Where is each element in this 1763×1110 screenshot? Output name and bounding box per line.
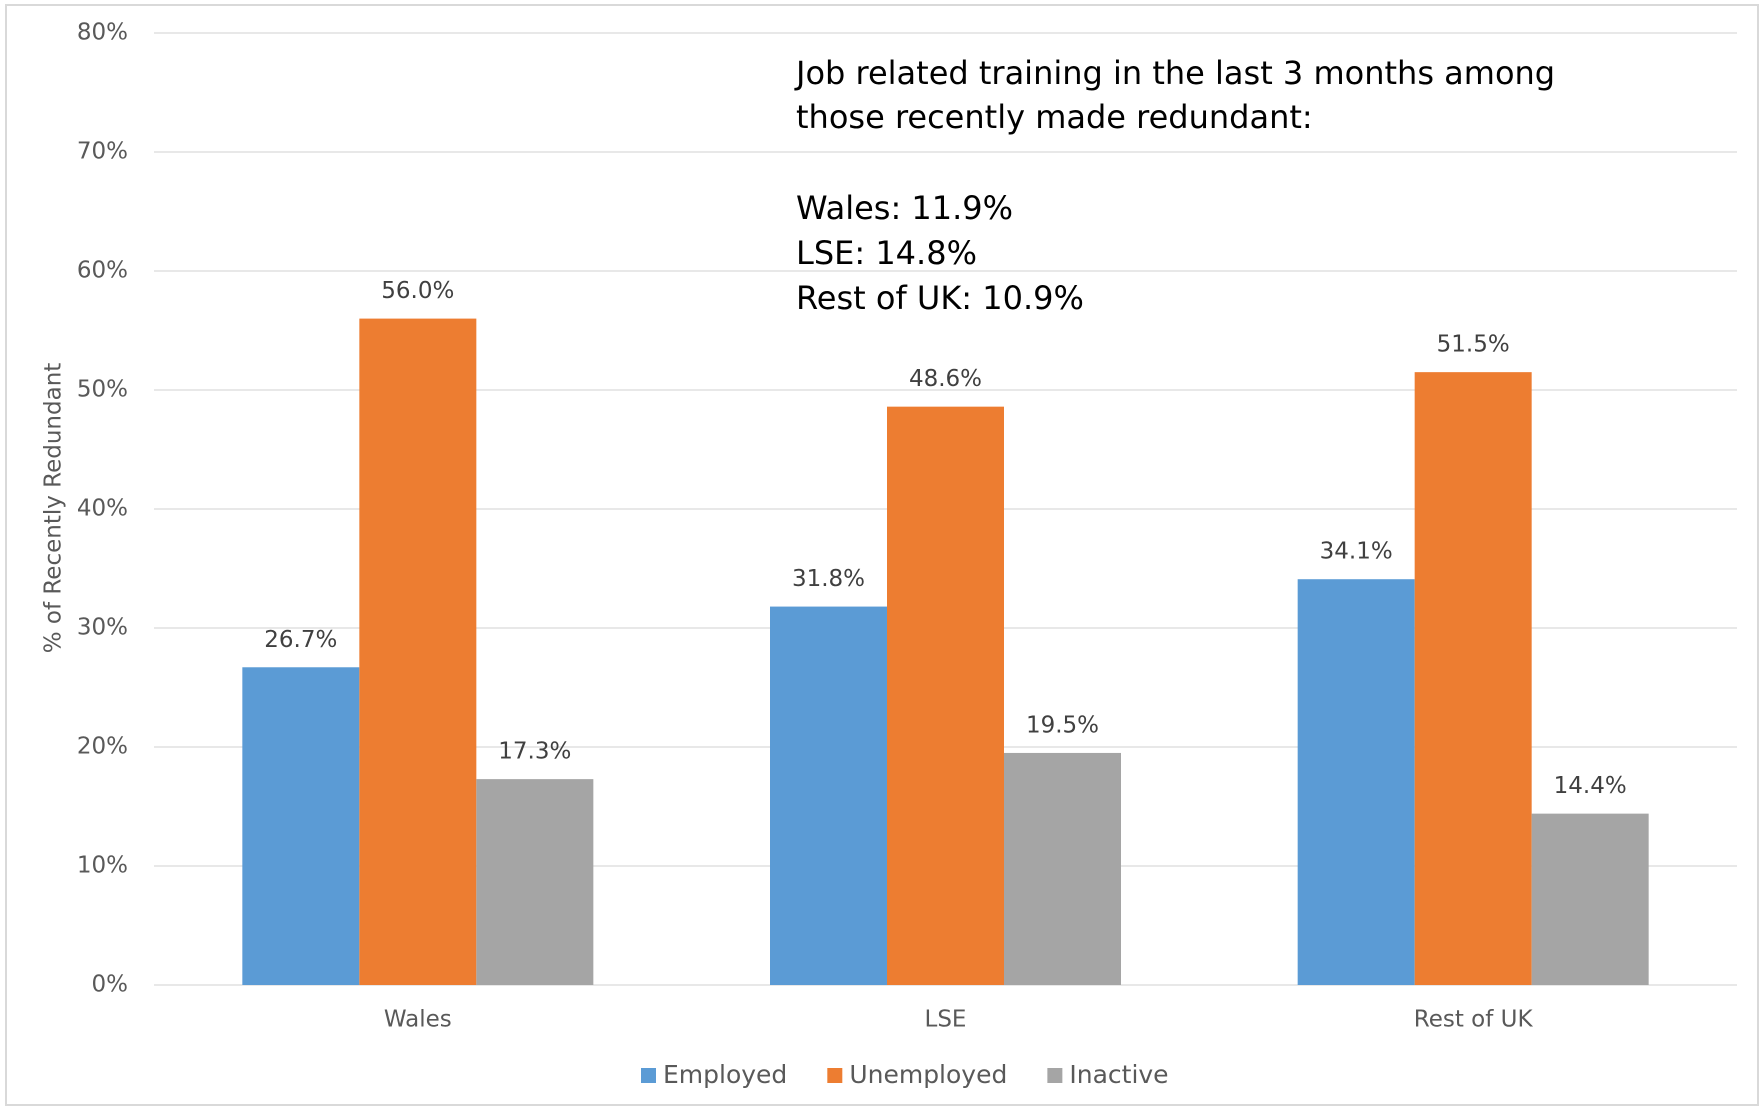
- y-tick-label: 70%: [77, 139, 128, 165]
- bar: [1414, 372, 1532, 985]
- y-tick-label: 0%: [92, 972, 129, 998]
- value-label: 31.8%: [792, 566, 865, 592]
- x-tick-label: LSE: [925, 1007, 967, 1033]
- legend-label: Inactive: [1069, 1060, 1168, 1089]
- y-tick-label: 80%: [77, 20, 128, 46]
- bar: [1297, 579, 1415, 985]
- annotation: Wales: 11.9%: [796, 189, 1013, 227]
- legend-label: Employed: [663, 1060, 787, 1089]
- value-label: 17.3%: [498, 739, 571, 765]
- legend-swatch: [1047, 1068, 1063, 1083]
- legend-swatch: [827, 1068, 843, 1083]
- y-tick-label: 60%: [77, 258, 128, 284]
- bar: [1004, 752, 1121, 985]
- y-tick-label: 50%: [77, 377, 128, 403]
- value-label: 34.1%: [1320, 539, 1393, 565]
- x-tick-label: Rest of UK: [1414, 1007, 1534, 1033]
- legend-swatch: [641, 1068, 656, 1083]
- x-tick-label: Wales: [384, 1007, 452, 1033]
- bar: [242, 667, 360, 985]
- legend-label: Unemployed: [849, 1060, 1007, 1089]
- y-axis-label: % of Recently Redundant: [41, 363, 67, 654]
- annotation: Job related training in the last 3 month…: [794, 54, 1555, 92]
- y-tick-label: 20%: [77, 734, 128, 760]
- value-label: 51.5%: [1437, 332, 1510, 358]
- y-tick-label: 40%: [77, 496, 128, 522]
- value-label: 48.6%: [909, 366, 982, 392]
- value-label: 56.0%: [381, 278, 454, 304]
- value-label: 14.4%: [1554, 773, 1627, 799]
- y-tick-label: 10%: [77, 853, 128, 879]
- bar: [770, 606, 887, 985]
- annotation: Rest of UK: 10.9%: [796, 279, 1084, 317]
- y-tick-label: 30%: [77, 615, 128, 641]
- bar: [1531, 813, 1649, 985]
- value-label: 26.7%: [264, 627, 337, 653]
- annotation: those recently made redundant:: [796, 98, 1313, 136]
- bar: [359, 318, 477, 986]
- bar: [887, 406, 1004, 985]
- bar: [476, 779, 594, 985]
- value-label: 19.5%: [1026, 712, 1099, 738]
- annotation: LSE: 14.8%: [796, 234, 977, 272]
